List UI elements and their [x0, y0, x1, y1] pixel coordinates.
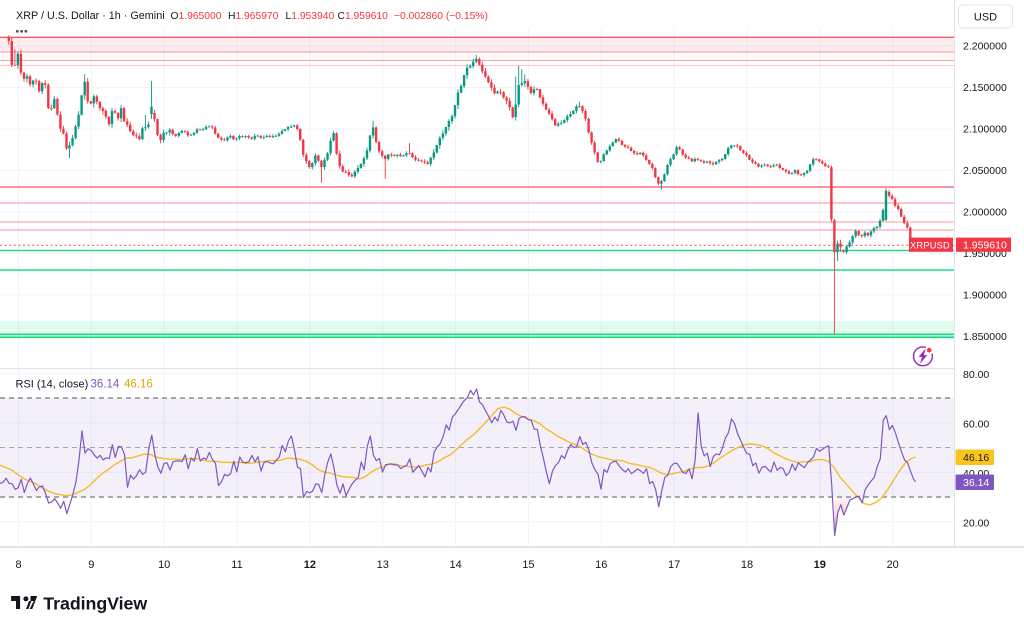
svg-text:2.150000: 2.150000 — [963, 82, 1007, 94]
svg-text:19: 19 — [814, 559, 826, 571]
svg-text:36.14: 36.14 — [963, 477, 989, 489]
svg-text:11: 11 — [231, 559, 242, 571]
svg-text:10: 10 — [158, 559, 170, 571]
svg-text:9: 9 — [88, 559, 94, 571]
svg-text:20.00: 20.00 — [963, 518, 989, 530]
svg-text:1.900000: 1.900000 — [963, 290, 1007, 302]
svg-text:2.050000: 2.050000 — [963, 165, 1007, 177]
svg-text:46.16: 46.16 — [124, 379, 153, 391]
svg-text:13: 13 — [377, 559, 389, 571]
svg-text:2.100000: 2.100000 — [963, 124, 1007, 136]
svg-text:18: 18 — [741, 559, 753, 571]
svg-text:2.200000: 2.200000 — [963, 41, 1007, 53]
svg-text:2.000000: 2.000000 — [963, 207, 1007, 219]
svg-text:RSI (14, close): RSI (14, close) — [16, 379, 89, 391]
svg-text:USD: USD — [974, 12, 997, 24]
svg-text:46.16: 46.16 — [963, 452, 989, 464]
svg-text:12: 12 — [304, 559, 316, 571]
svg-text:17: 17 — [668, 559, 680, 571]
svg-text:20: 20 — [887, 559, 899, 571]
svg-text:TradingView: TradingView — [43, 593, 147, 613]
svg-text:36.14: 36.14 — [91, 379, 120, 391]
svg-text:XRP / U.S. Dollar · 1h · Gemin: XRP / U.S. Dollar · 1h · Gemini — [16, 10, 165, 22]
svg-text:14: 14 — [449, 559, 461, 571]
svg-text:16: 16 — [595, 559, 607, 571]
svg-text:1.850000: 1.850000 — [963, 331, 1007, 343]
svg-text:15: 15 — [522, 559, 534, 571]
svg-text:1.959610: 1.959610 — [963, 240, 1007, 252]
svg-text:60.00: 60.00 — [963, 419, 989, 431]
svg-text:80.00: 80.00 — [963, 369, 989, 381]
svg-text:8: 8 — [15, 559, 21, 571]
svg-text:XRPUSD: XRPUSD — [910, 240, 950, 250]
